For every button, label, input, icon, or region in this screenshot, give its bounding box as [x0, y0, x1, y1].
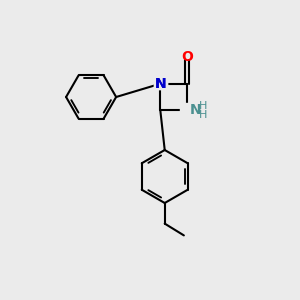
Bar: [180, 105, 193, 116]
Bar: [154, 78, 167, 89]
Text: N: N: [154, 77, 166, 91]
Bar: [154, 78, 167, 89]
Bar: [184, 103, 200, 118]
Text: H: H: [199, 110, 207, 120]
Text: O: O: [181, 50, 193, 64]
Text: H: H: [199, 101, 207, 111]
Text: N: N: [190, 103, 202, 117]
Text: N: N: [154, 77, 166, 91]
